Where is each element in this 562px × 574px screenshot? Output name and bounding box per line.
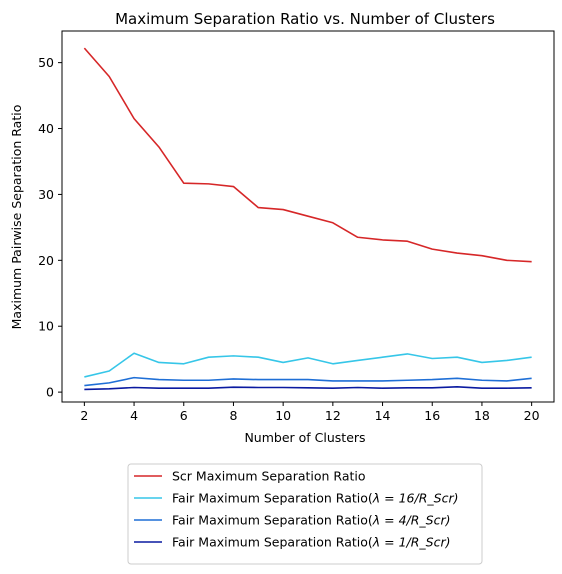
x-tick-label: 6 bbox=[180, 408, 188, 423]
x-tick-label: 4 bbox=[130, 408, 138, 423]
legend-box bbox=[127, 463, 483, 565]
x-tick-label: 14 bbox=[375, 408, 391, 423]
y-tick-label: 30 bbox=[38, 187, 54, 202]
x-axis-label: Number of Clusters bbox=[244, 430, 365, 445]
y-tick-label: 10 bbox=[38, 319, 54, 334]
series-line-3 bbox=[84, 376, 532, 387]
series-line-2 bbox=[84, 352, 532, 378]
y-tick-label: 20 bbox=[38, 253, 54, 268]
x-tick-label: 8 bbox=[229, 408, 237, 423]
series-lines bbox=[83, 47, 532, 391]
legend-label-2: Fair Maximum Separation Ratio(λ = 16/R_S… bbox=[172, 491, 458, 506]
legend-label-4: Fair Maximum Separation Ratio(λ = 1/R_Sc… bbox=[172, 535, 451, 550]
y-tick-label: 0 bbox=[46, 385, 54, 400]
legend: Scr Maximum Separation Ratio Fair Maximum… bbox=[134, 469, 458, 550]
series-line-4 bbox=[84, 386, 532, 391]
series-line-1 bbox=[83, 47, 532, 263]
y-tick-label: 50 bbox=[38, 55, 54, 70]
plot-frame bbox=[61, 30, 555, 403]
x-tick-label: 12 bbox=[325, 408, 341, 423]
x-tick-label: 20 bbox=[524, 408, 540, 423]
x-tick-label: 10 bbox=[275, 408, 291, 423]
y-tick-label: 40 bbox=[38, 121, 54, 136]
x-axis-ticks: 2 4 6 8 10 12 14 16 18 20 bbox=[80, 402, 540, 423]
legend-label-3: Fair Maximum Separation Ratio(λ = 4/R_Sc… bbox=[172, 513, 451, 528]
y-axis-label: Maximum Pairwise Separation Ratio bbox=[9, 105, 24, 330]
x-tick-label: 16 bbox=[424, 408, 440, 423]
y-axis-ticks: 0 10 20 30 40 50 bbox=[38, 55, 62, 400]
chart-title: Maximum Separation Ratio vs. Number of C… bbox=[115, 10, 495, 28]
legend-label-1: Scr Maximum Separation Ratio bbox=[172, 469, 366, 484]
x-tick-label: 2 bbox=[80, 408, 88, 423]
x-tick-label: 18 bbox=[474, 408, 490, 423]
